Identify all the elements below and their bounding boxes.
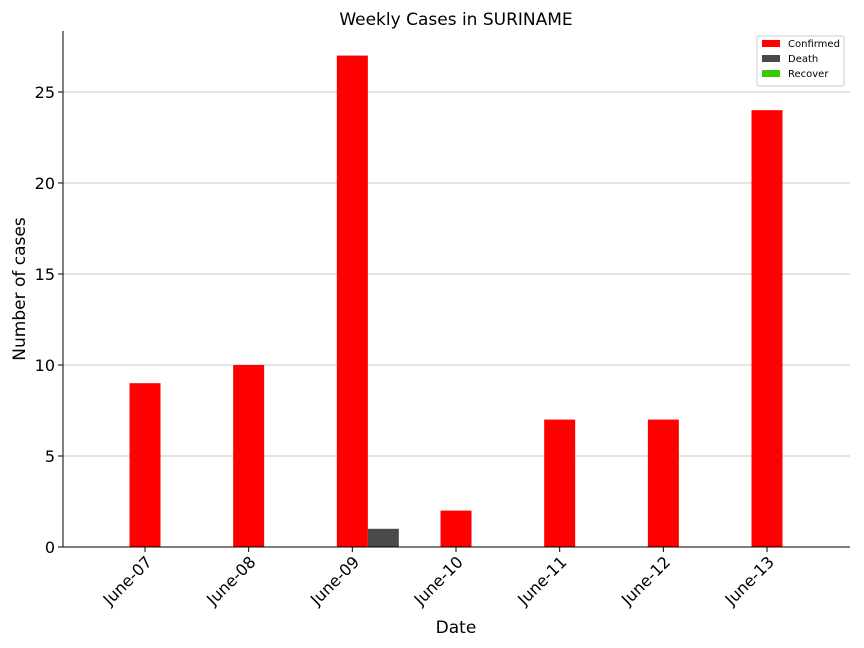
x-tick-label: June-10 [410, 552, 467, 609]
legend-label-recover: Recover [788, 69, 829, 80]
bar-confirmed [647, 419, 679, 547]
bar-confirmed [440, 510, 472, 547]
bar-death [367, 528, 399, 547]
x-tick-label: June-13 [721, 552, 778, 609]
bar-confirmed [336, 55, 368, 547]
y-tick-label: 0 [45, 538, 55, 557]
x-axis-ticks: June-07 June-08 June-09 June-10 June-11 June-… [99, 547, 778, 610]
grid-lines [63, 91, 850, 457]
x-axis-label: Date [436, 618, 477, 638]
y-tick-label: 15 [35, 265, 55, 284]
x-tick-label: June-12 [617, 552, 674, 609]
legend-swatch-recover [762, 70, 780, 77]
y-tick-label: 20 [35, 174, 55, 193]
y-tick-label: 10 [35, 356, 55, 375]
x-tick-label: June-08 [202, 552, 259, 609]
y-axis-label: Number of cases [10, 217, 30, 361]
x-tick-label: June-09 [306, 552, 363, 609]
bars-group [129, 55, 783, 547]
y-axis-ticks: 0 5 10 15 20 25 [35, 83, 63, 557]
legend-swatch-death [762, 55, 780, 62]
x-tick-label: June-07 [99, 552, 156, 609]
legend-swatch-confirmed [762, 40, 780, 47]
y-tick-label: 5 [45, 447, 55, 466]
chart-title: Weekly Cases in SURINAME [339, 10, 572, 30]
bar-confirmed [233, 364, 265, 547]
legend-label-death: Death [788, 54, 818, 65]
bar-confirmed [751, 110, 783, 547]
axes [62, 31, 850, 548]
bar-confirmed [544, 419, 576, 547]
bar-confirmed [129, 383, 161, 547]
y-tick-label: 25 [35, 83, 55, 102]
legend: Confirmed Death Recover [756, 35, 845, 87]
legend-label-confirmed: Confirmed [788, 39, 840, 50]
x-tick-label: June-11 [513, 552, 570, 609]
